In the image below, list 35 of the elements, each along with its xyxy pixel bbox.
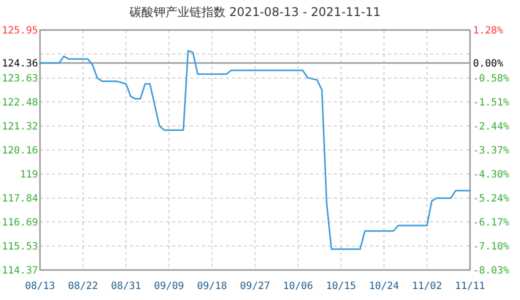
y2-tick-label: 0.00%	[473, 58, 504, 70]
y2-tick-label: -2.44%	[473, 121, 510, 132]
y-tick-label: 117.84	[2, 194, 38, 205]
x-tick-label: 09/09	[154, 281, 184, 292]
y2-tick-label: -4.30%	[473, 169, 510, 180]
y2-tick-label: -6.17%	[473, 218, 510, 229]
x-tick-label: 10/15	[326, 281, 356, 292]
y-tick-label: 125.95	[2, 26, 38, 36]
y2-tick-label: -5.24%	[473, 194, 510, 205]
x-tick-label: 09/27	[240, 281, 270, 292]
line-series	[39, 50, 471, 250]
y-tick-label: 116.69	[2, 217, 38, 228]
y-tick-label: 120.16	[2, 146, 38, 156]
chart-title: 碳酸钾产业链指数 2021-08-13 - 2021-11-11	[128, 5, 381, 19]
y2-tick-label: 1.28%	[473, 26, 504, 36]
y2-tick-label: -0.58%	[473, 73, 510, 84]
y-tick-label: 119	[20, 170, 38, 181]
y2-tick-label: -8.03%	[473, 266, 510, 276]
y-tick-label: 121.32	[2, 121, 38, 132]
x-tick-label: 08/22	[68, 281, 98, 292]
x-tick-label: 08/31	[110, 281, 142, 292]
y-tick-label: 115.53	[2, 241, 38, 252]
x-tick-label: 08/13	[24, 281, 56, 292]
x-tick-label: 10/24	[368, 281, 400, 292]
x-tick-label: 11/02	[412, 281, 442, 292]
y2-tick-label: -7.10%	[473, 242, 510, 253]
y-tick-label: 122.48	[2, 97, 38, 108]
y-tick-label: 124.36	[2, 58, 38, 70]
y-tick-label: 114.37	[2, 266, 38, 276]
y2-tick-label: -1.51%	[473, 97, 510, 108]
x-tick-label: 09/18	[196, 281, 228, 292]
x-tick-label: 10/06	[282, 281, 314, 292]
y-tick-label: 123.63	[2, 74, 38, 85]
x-tick-label: 11/11	[454, 281, 486, 292]
y2-tick-label: -3.37%	[473, 145, 510, 156]
